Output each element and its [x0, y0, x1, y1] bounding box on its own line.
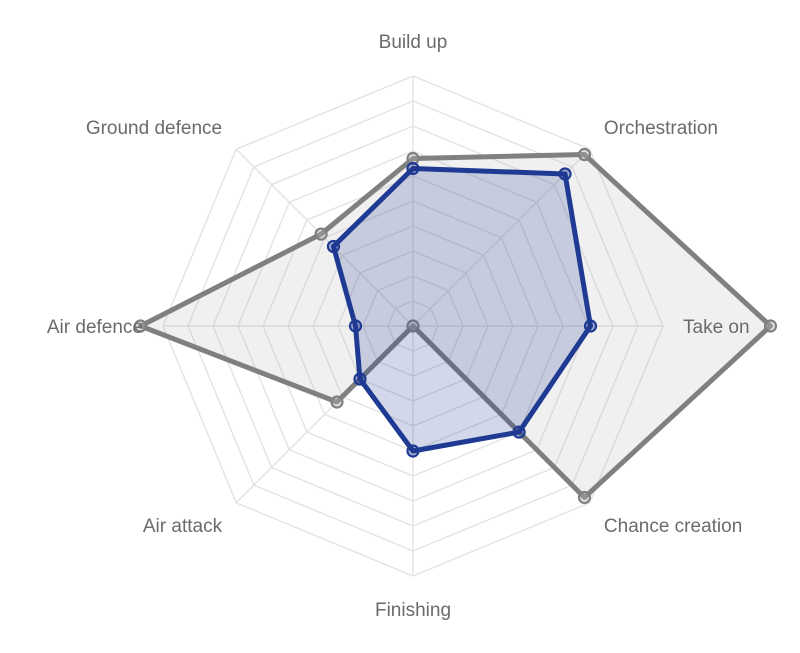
axis-label: Air attack — [143, 516, 223, 537]
axis-label: Finishing — [375, 600, 451, 621]
data-point — [512, 425, 526, 439]
axis-label: Air defence — [47, 317, 143, 338]
data-point — [577, 147, 592, 162]
axis-label: Take on — [683, 317, 750, 338]
axis-labels: Build up Orchestration Take on Chance creat… — [47, 32, 750, 621]
data-point — [583, 319, 598, 333]
data-point — [326, 239, 341, 254]
axis-label: Orchestration — [604, 118, 718, 139]
data-point — [314, 227, 328, 241]
series-area — [140, 154, 771, 498]
data-point — [577, 490, 592, 505]
data-point — [558, 167, 572, 181]
series-group — [326, 161, 598, 458]
data-point — [406, 444, 420, 458]
data-point — [330, 395, 344, 409]
data-point — [763, 319, 778, 333]
grid-spoke — [412, 148, 591, 327]
axis-label: Chance creation — [604, 516, 742, 537]
data-point — [348, 319, 363, 333]
axis-label: Build up — [379, 32, 448, 53]
data-point — [133, 319, 148, 333]
series-line — [330, 166, 593, 454]
data-point — [353, 372, 367, 386]
data-point — [406, 161, 420, 176]
series-line — [138, 152, 773, 500]
series-layer — [133, 147, 778, 505]
data-point — [406, 319, 420, 333]
axis-label: Ground defence — [86, 118, 222, 139]
series-area — [333, 168, 591, 451]
